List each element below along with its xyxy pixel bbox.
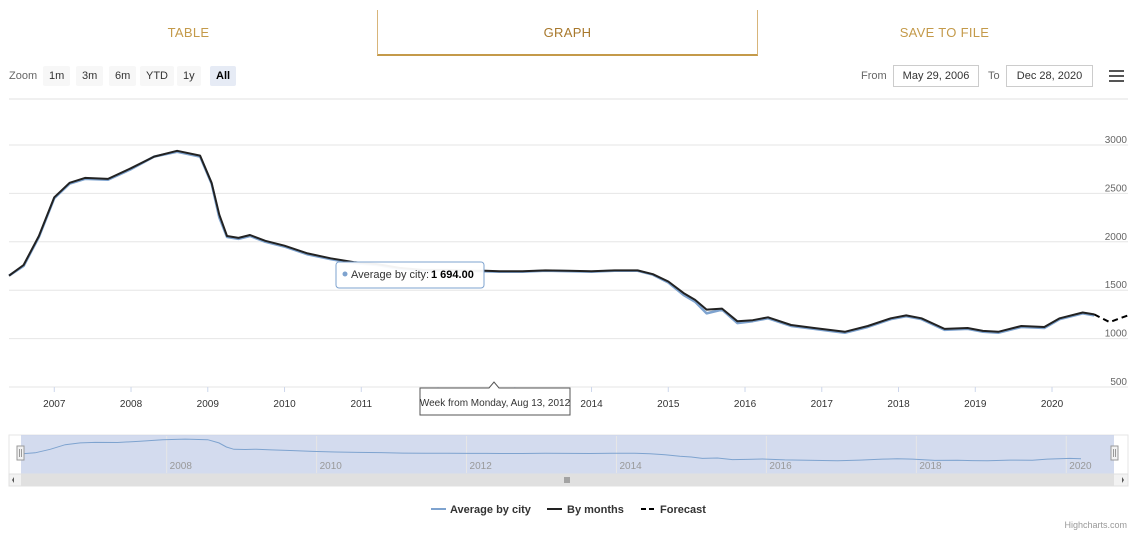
navigator-label: 2008 — [170, 461, 193, 472]
navigator-label: 2016 — [769, 461, 792, 472]
tooltip: Average by city: 1 694.00 — [335, 261, 485, 289]
series-line-forecast[interactable] — [1093, 313, 1129, 324]
zoom-label: Zoom — [9, 70, 38, 82]
x-tick-label: 2011 — [351, 399, 373, 410]
to-label: To — [988, 70, 1000, 82]
scroll-left-icon[interactable] — [12, 477, 15, 483]
x-tick-label: 2020 — [1041, 399, 1064, 410]
tooltip-marker — [342, 271, 348, 277]
legend-label-forecast: Forecast — [660, 504, 706, 516]
legend-item-forecast[interactable]: Forecast — [641, 504, 706, 516]
x-tick-label: 2015 — [657, 399, 680, 410]
series-line-months[interactable] — [8, 149, 1095, 333]
tooltip-series-label: Average by city: — [351, 269, 429, 281]
scrollbar[interactable] — [8, 473, 1129, 487]
y-tick-label: 500 — [1110, 377, 1127, 388]
tooltip-value: 1 694.00 — [431, 269, 474, 281]
navigator-handle-left[interactable] — [16, 445, 25, 461]
y-tick-label: 1500 — [1105, 280, 1128, 291]
range-button-ytd[interactable]: YTD — [140, 66, 174, 86]
navigator-label: 2010 — [320, 461, 343, 472]
legend-label-average: Average by city — [450, 504, 532, 516]
range-button-3m[interactable]: 3m — [76, 66, 104, 86]
navigator-series-line — [20, 438, 1082, 462]
from-label: From — [861, 70, 887, 82]
legend-label-months: By months — [567, 504, 624, 516]
navigator-handle-right[interactable] — [1110, 445, 1119, 461]
y-tick-label: 2000 — [1105, 232, 1128, 243]
x-tick-label: 2009 — [197, 399, 220, 410]
range-button-6m[interactable]: 6m — [109, 66, 137, 86]
to-date-input[interactable]: Dec 28, 2020 — [1006, 65, 1093, 87]
y-tick-label: 1000 — [1105, 329, 1128, 340]
tab-table[interactable]: TABLE — [167, 25, 210, 40]
navigator-label: 2018 — [919, 461, 942, 472]
x-tick-label: 2008 — [120, 399, 143, 410]
scrollbar-grip-icon — [564, 477, 570, 483]
legend-item-months[interactable]: By months — [547, 504, 624, 516]
x-tick-label: 2019 — [964, 399, 987, 410]
range-button-1y[interactable]: 1y — [177, 66, 201, 86]
range-selector: Zoom 1m 3m 6m YTD 1y All From May 29, 20… — [0, 64, 1131, 88]
x-tick-label: 2014 — [580, 399, 603, 410]
crosshair-date: Week from Monday, Aug 13, 2012 — [420, 398, 571, 409]
tab-bar: TABLE GRAPH SAVE TO FILE — [0, 10, 1131, 56]
credits-link[interactable]: Highcharts.com — [1064, 520, 1127, 530]
x-tick-label: 2007 — [43, 399, 66, 410]
range-button-1m[interactable]: 1m — [43, 66, 71, 86]
from-date-input[interactable]: May 29, 2006 — [893, 65, 979, 87]
navigator-label: 2020 — [1069, 461, 1092, 472]
range-button-all[interactable]: All — [210, 66, 237, 86]
scroll-right-icon[interactable] — [1122, 477, 1124, 483]
crosshair-label: Week from Monday, Aug 13, 2012 — [419, 381, 571, 416]
navigator-label: 2012 — [470, 461, 493, 472]
legend-item-average[interactable]: Average by city — [431, 504, 532, 516]
navigator-mask[interactable] — [21, 435, 1114, 474]
tab-save-to-file[interactable]: SAVE TO FILE — [899, 25, 990, 40]
tab-graph[interactable]: GRAPH — [377, 10, 758, 56]
legend: Average by city By months Forecast — [431, 504, 706, 516]
menu-icon[interactable] — [1109, 70, 1124, 83]
x-tick-label: 2017 — [811, 399, 834, 410]
x-tick-label: 2010 — [273, 399, 296, 410]
navigator[interactable]: 2008 2010 2012 2014 2016 2018 2020 — [8, 434, 1129, 475]
y-tick-label: 3000 — [1105, 135, 1128, 146]
x-tick-label: 2016 — [734, 399, 757, 410]
navigator-label: 2014 — [619, 461, 642, 472]
y-tick-label: 2500 — [1105, 183, 1128, 194]
x-tick-label: 2018 — [887, 399, 910, 410]
